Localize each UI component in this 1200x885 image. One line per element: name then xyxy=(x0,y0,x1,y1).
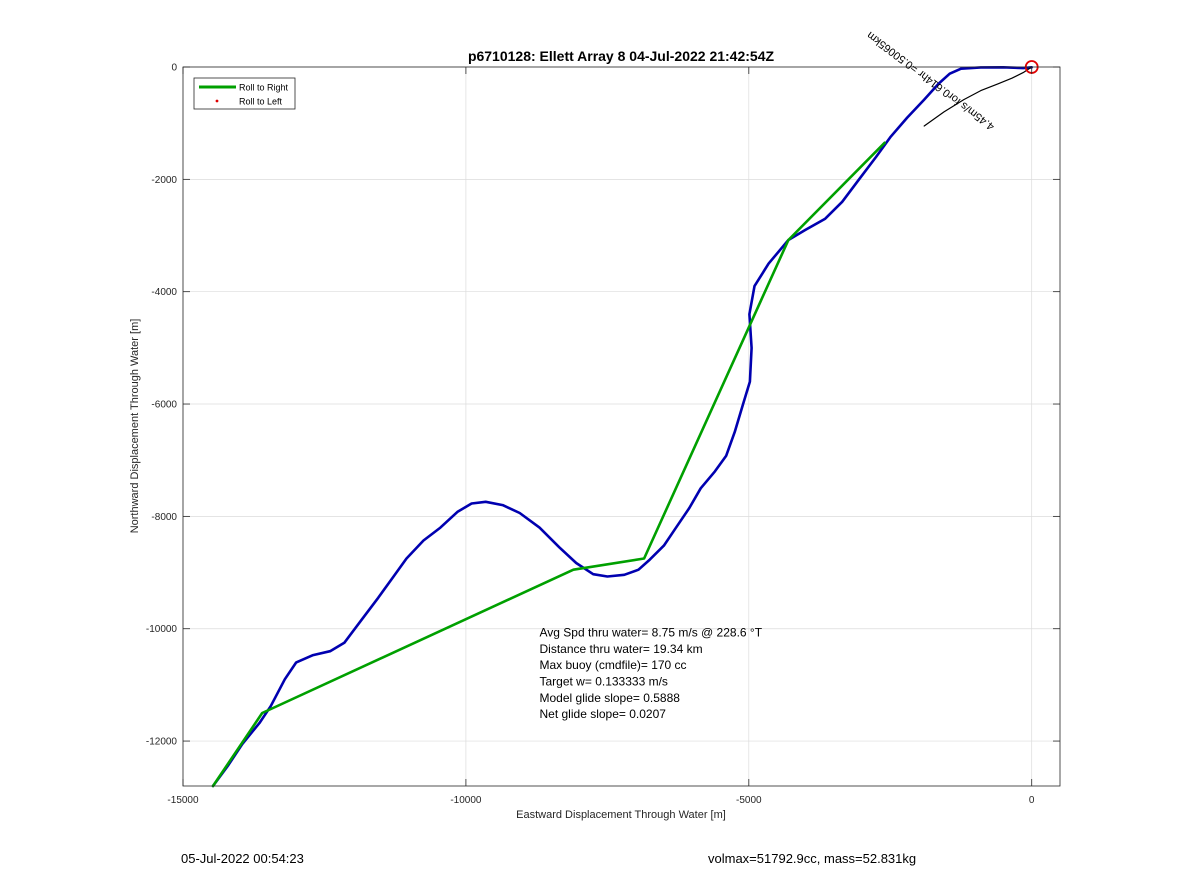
stats-line: Max buoy (cmdfile)= 170 cc xyxy=(540,658,687,672)
y-tick-label: -8000 xyxy=(151,512,177,523)
series-group xyxy=(211,66,1033,788)
y-tick-label: -10000 xyxy=(146,624,178,635)
y-tick-label: -2000 xyxy=(151,175,177,186)
plot-area xyxy=(183,67,1060,786)
plot-frame xyxy=(182,66,1061,787)
trajectory-line xyxy=(211,66,1033,788)
x-tick-label: -15000 xyxy=(167,795,199,806)
roll-right-line xyxy=(211,141,886,788)
stats-line: Model glide slope= 0.5888 xyxy=(540,691,681,705)
y-tick-label: -6000 xyxy=(151,400,177,411)
legend-swatch-roll-left xyxy=(215,99,219,103)
legend-label-roll-left: Roll to Left xyxy=(239,97,283,107)
stats-line: Avg Spd thru water= 8.75 m/s @ 228.6 °T xyxy=(540,626,763,640)
y-tick-label: 0 xyxy=(171,63,177,74)
x-tick-label: 0 xyxy=(1029,795,1035,806)
legend-box xyxy=(193,77,296,110)
x-tick-label: -5000 xyxy=(736,795,762,806)
legend-label-roll-right: Roll to Right xyxy=(239,83,289,93)
y-axis-label: Northward Displacement Through Water [m] xyxy=(129,319,141,534)
stats-line: Distance thru water= 19.34 km xyxy=(540,642,703,656)
x-axis-label: Eastward Displacement Through Water [m] xyxy=(516,809,726,821)
stats-line: Target w= 0.133333 m/s xyxy=(540,675,668,689)
legend: Roll to Right Roll to Left xyxy=(193,77,296,110)
y-tick-label: -12000 xyxy=(146,737,178,748)
stats-line: Net glide slope= 0.0207 xyxy=(540,707,667,721)
y-tick-label: -4000 xyxy=(151,287,177,298)
chart-title: p6710128: Ellett Array 8 04-Jul-2022 21:… xyxy=(468,48,775,64)
footer-timestamp: 05-Jul-2022 00:54:23 xyxy=(181,851,304,866)
x-tick-label: -10000 xyxy=(450,795,482,806)
footer-volmax-mass: volmax=51792.9cc, mass=52.831kg xyxy=(708,851,917,866)
recent-track-line xyxy=(923,66,1033,127)
ticks-group: -15000 -10000 -5000 0 -12000 -10000 -8000 -6000… xyxy=(146,63,1060,806)
stats-annotation: Avg Spd thru water= 8.75 m/s @ 228.6 °T D… xyxy=(540,626,763,722)
